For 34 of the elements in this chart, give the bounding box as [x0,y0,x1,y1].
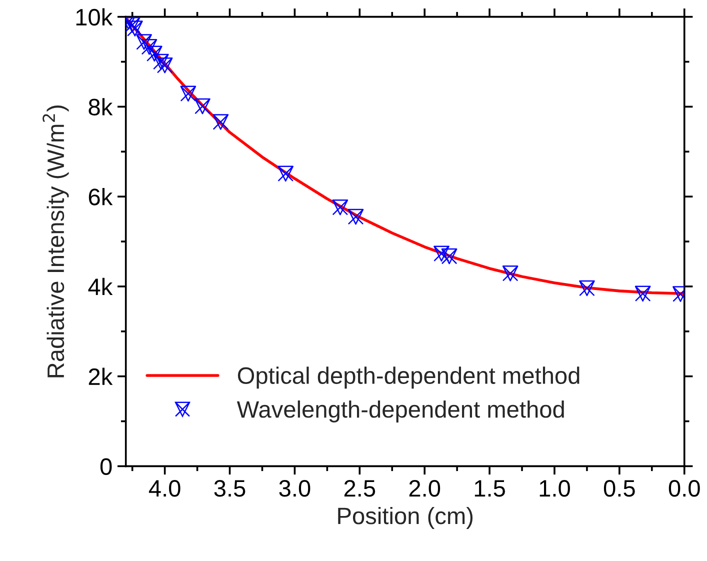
x-tick-label: 4.0 [148,480,180,497]
point [502,266,518,282]
point [156,57,173,74]
point [434,246,450,262]
y-tick-label: 0 [100,458,112,475]
x-tick-label: 1.0 [540,480,570,497]
x-tick-label: 2.0 [409,480,440,497]
legend-label: Wavelength-dependent method [236,400,564,422]
point [127,20,143,36]
y-tick-label: 8k [88,98,113,116]
x-tick-label: 2.5 [344,480,376,497]
point [153,54,169,70]
x-tick-label: 3.0 [279,480,310,497]
point [141,39,158,55]
y-tick-label: 2k [88,368,113,385]
x-tick-label: 0.0 [668,480,700,497]
point [634,286,651,302]
point [441,248,458,264]
point [180,86,196,102]
point [278,166,294,182]
legend-label: Optical depth-dependent method [238,366,580,389]
x-axis-title: Position (cm) [338,506,473,529]
point [332,199,348,216]
y-tick-label: 6k [88,188,113,206]
y-tick-label: 10k [76,8,113,26]
point [212,114,229,130]
x-tick-label: 3.5 [214,480,246,497]
x-tick-label: 0.5 [604,480,635,497]
point [146,46,162,62]
y-tick-label: 4k [88,278,113,295]
point [136,34,152,50]
point [348,208,364,225]
y-axis-title: Radiative Intensity (W/m$^{2}$) [42,106,69,378]
x-tick-label: 1.5 [474,480,505,497]
